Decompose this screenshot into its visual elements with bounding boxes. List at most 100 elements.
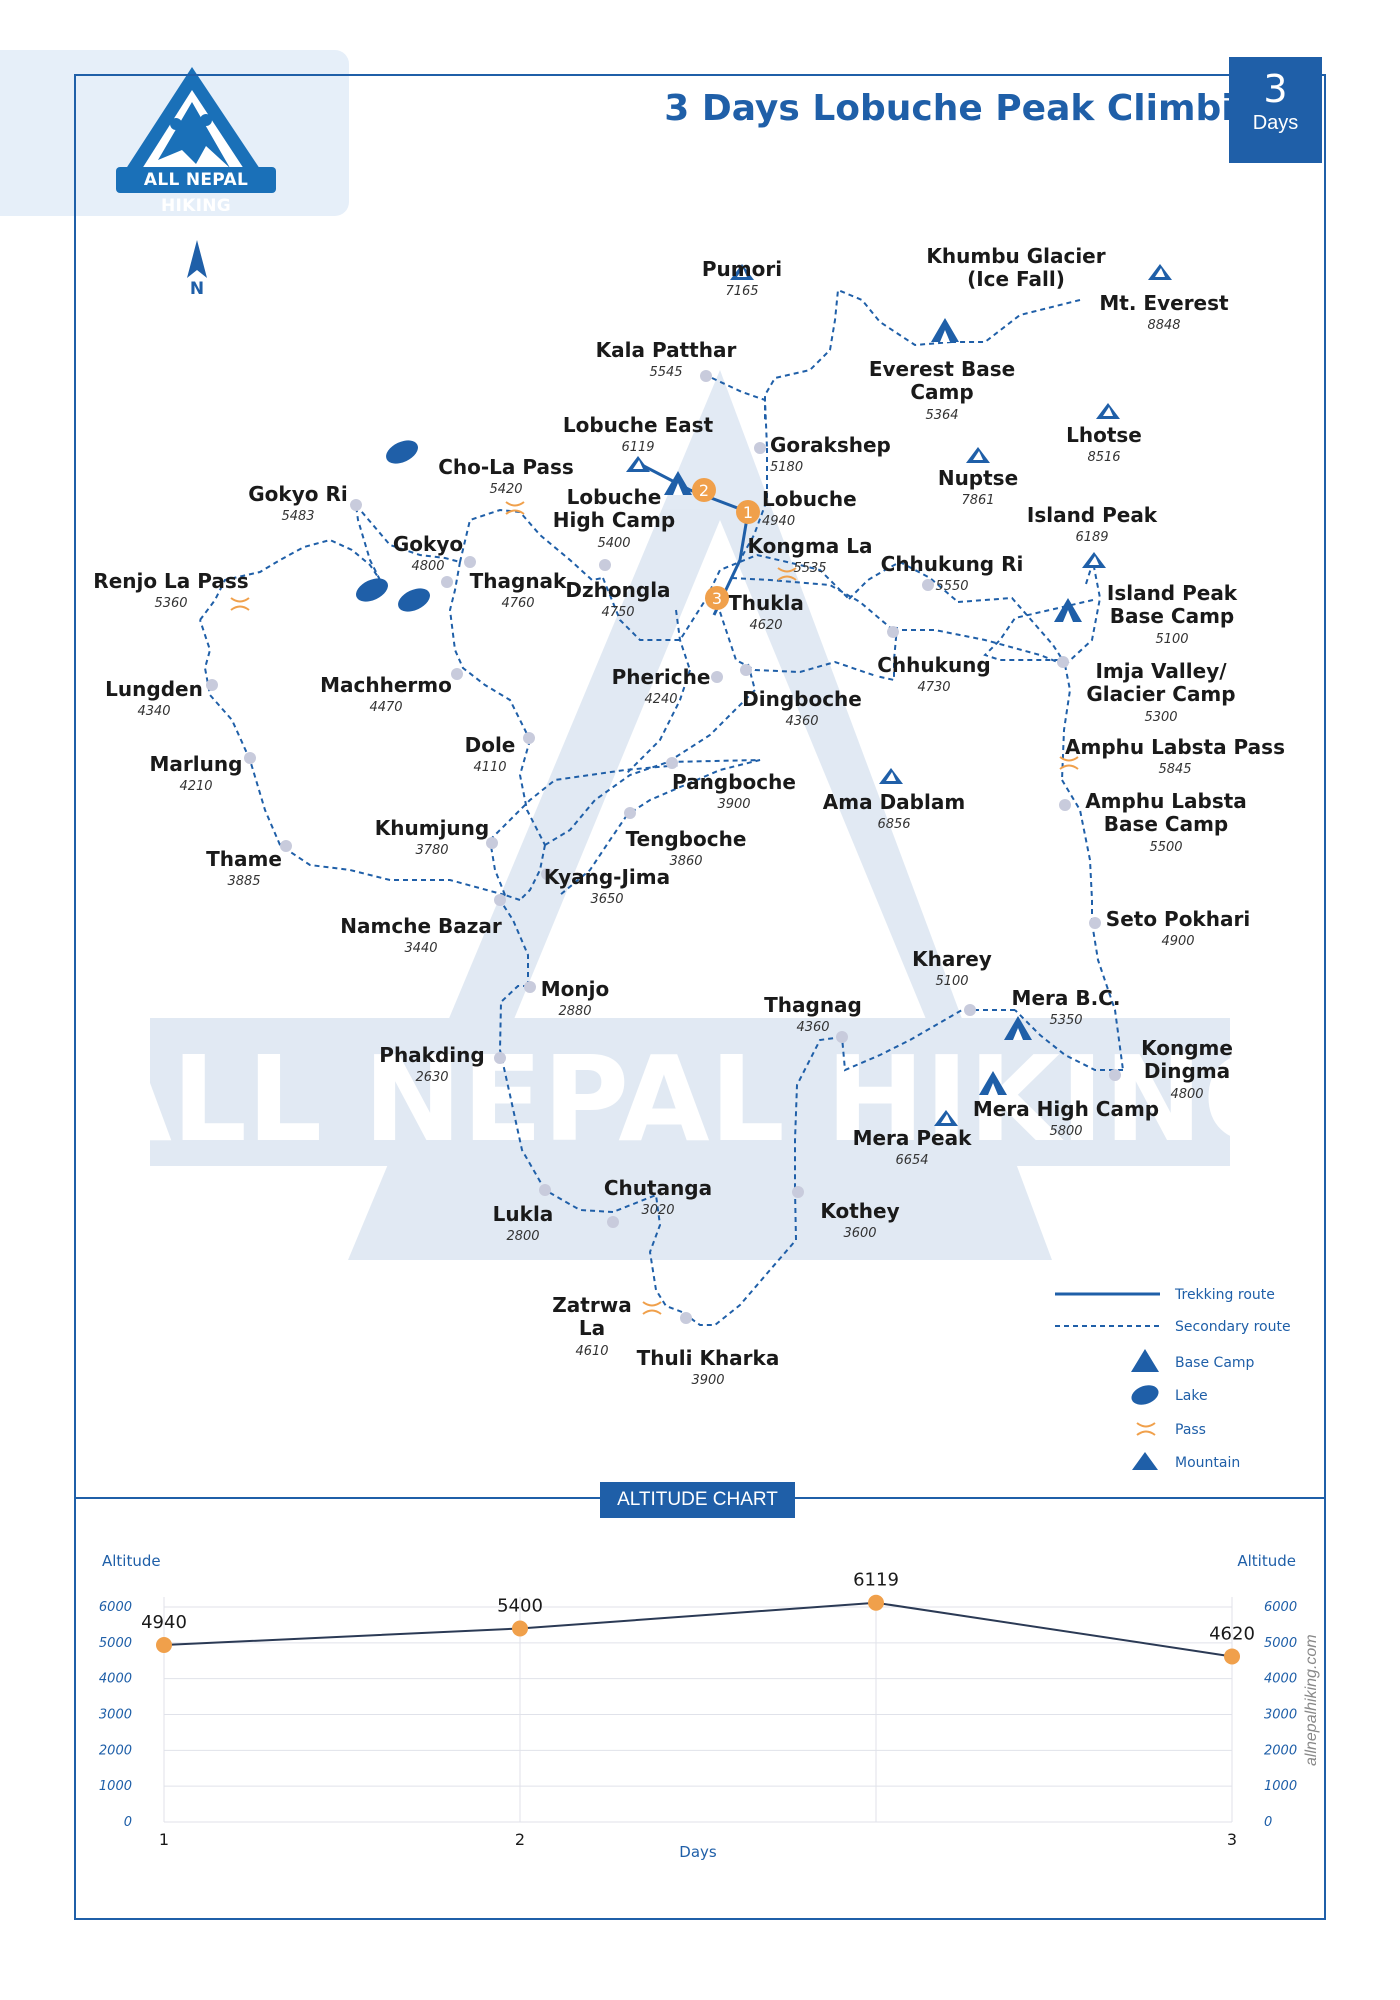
north-label: N xyxy=(190,279,204,299)
y-tick-label: 6000 xyxy=(99,1600,132,1615)
place-altitude: 4110 xyxy=(473,760,506,775)
lake-icon xyxy=(386,440,418,464)
place-name: Ama Dablam xyxy=(823,790,965,814)
place-name: Thuli Kharka xyxy=(637,1346,780,1370)
tent-icon xyxy=(1054,598,1082,622)
place-name: Machhermo xyxy=(320,673,452,697)
legend-label: Trekking route xyxy=(1174,1287,1275,1303)
place-name-line2: La xyxy=(579,1316,605,1340)
secondary-route-path xyxy=(794,1036,843,1190)
route-stop-number: 2 xyxy=(699,481,709,500)
secondary-route-path xyxy=(448,561,531,741)
legend-item: Pass xyxy=(1136,1422,1206,1438)
place-label: Nuptse 7861 xyxy=(938,466,1018,508)
place-name: Amphu Labsta Pass xyxy=(1065,735,1285,759)
place-name: Mera B.C. xyxy=(1012,986,1121,1010)
place-name-line2: (Ice Fall) xyxy=(967,267,1065,291)
place-altitude: 4730 xyxy=(917,680,950,695)
pass-icon xyxy=(505,501,525,515)
place-label: Kongma La 5535 xyxy=(748,534,873,576)
place-altitude: 4800 xyxy=(1170,1087,1203,1102)
place-altitude: 8516 xyxy=(1087,450,1120,465)
place-label: Gorakshep 5180 xyxy=(770,433,891,475)
place-label: Kyang-Jima 3650 xyxy=(544,865,670,907)
place-name: Khumbu Glacier xyxy=(926,244,1105,268)
legend-label: Secondary route xyxy=(1175,1319,1291,1335)
route-stop-number: 3 xyxy=(712,589,722,608)
place-label: Kothey 3600 xyxy=(820,1199,899,1241)
days-label: Days xyxy=(1252,112,1299,134)
place-name: Lukla xyxy=(493,1202,554,1226)
place-dot xyxy=(836,1031,848,1043)
logo-icon xyxy=(118,67,268,181)
y-tick-label: 3000 xyxy=(99,1708,132,1723)
place-name: Namche Bazar xyxy=(340,914,502,938)
mountain-icon xyxy=(934,1110,958,1126)
place-name-line2: Base Camp xyxy=(1104,812,1229,836)
place-altitude: 4620 xyxy=(749,618,782,633)
chart-title: ALTITUDE CHART xyxy=(600,1482,795,1518)
place-altitude: 5845 xyxy=(1158,762,1191,777)
place-label: Pumori 7165 xyxy=(702,257,782,299)
place-name: Phakding xyxy=(379,1043,484,1067)
secondary-route-path xyxy=(489,764,681,841)
place-name: Kothey xyxy=(820,1199,899,1223)
place-name: Gokyo Ri xyxy=(248,482,347,506)
place-altitude: 5360 xyxy=(154,596,187,611)
place-dot xyxy=(700,370,712,382)
place-name: Cho-La Pass xyxy=(438,455,574,479)
place-label: Gokyo 4800 xyxy=(393,532,463,574)
place-name: Dzhongla xyxy=(565,578,670,602)
place-name: Thagnag xyxy=(764,993,862,1017)
y-tick-label: 4000 xyxy=(99,1672,132,1687)
secondary-route-path xyxy=(764,288,953,420)
place-label: Kharey 5100 xyxy=(912,947,992,989)
place-dot xyxy=(599,559,611,571)
place-label: Mt. Everest 8848 xyxy=(1099,291,1229,333)
place-label: Chhukung Ri 5550 xyxy=(881,552,1024,594)
place-name-line2: Glacier Camp xyxy=(1086,682,1235,706)
place-dot xyxy=(206,679,218,691)
place-altitude: 3650 xyxy=(590,892,623,907)
place-dot xyxy=(792,1186,804,1198)
legend-label: Base Camp xyxy=(1175,1355,1255,1371)
place-label: Pangboche 3900 xyxy=(672,770,796,812)
pass-icon xyxy=(1059,756,1079,770)
secondary-route-path xyxy=(518,739,546,846)
place-label: Lobuche East 6119 xyxy=(563,413,714,455)
place-label: Imja Valley/Glacier Camp 5300 xyxy=(1086,659,1235,725)
secondary-route-path xyxy=(952,299,1081,343)
mountain-icon xyxy=(1148,264,1172,280)
place-altitude: 5350 xyxy=(1049,1013,1082,1028)
place-name: Pangboche xyxy=(672,770,796,794)
place-altitude: 5364 xyxy=(925,408,958,423)
data-point xyxy=(512,1620,528,1637)
place-altitude: 5545 xyxy=(649,365,682,380)
x-tick-label: 2 xyxy=(515,1830,525,1849)
legend-item: Mountain xyxy=(1132,1452,1240,1471)
mountain-icon xyxy=(1132,1452,1158,1470)
website-url: allnepalhiking.com xyxy=(1303,1634,1320,1766)
legend-label: Pass xyxy=(1175,1422,1206,1438)
y-tick-label-right: 2000 xyxy=(1264,1743,1297,1758)
place-altitude: 4610 xyxy=(575,1344,608,1359)
secondary-route-path xyxy=(544,1189,614,1213)
place-label: Dzhongla 4750 xyxy=(565,578,670,620)
place-name: Pumori xyxy=(702,257,782,281)
place-dot xyxy=(1109,1069,1121,1081)
place-label: Chhukung 4730 xyxy=(877,653,991,695)
place-name: Seto Pokhari xyxy=(1106,907,1250,931)
place-name: Chhukung xyxy=(877,653,991,677)
place-altitude: 4900 xyxy=(1161,934,1194,949)
place-label: Khumjung 3780 xyxy=(375,816,489,858)
place-label: Dingboche 4360 xyxy=(742,687,862,729)
place-name: Island Peak xyxy=(1027,503,1158,527)
route-stops: 1 2 3 xyxy=(692,478,760,610)
route-stop-marker: 1 xyxy=(736,500,760,524)
place-name: Nuptse xyxy=(938,466,1018,490)
place-altitude: 5535 xyxy=(793,561,826,576)
place-dot xyxy=(680,1312,692,1324)
secondary-route-path xyxy=(841,1009,1015,1072)
place-label: Mera Peak 6654 xyxy=(853,1126,973,1168)
